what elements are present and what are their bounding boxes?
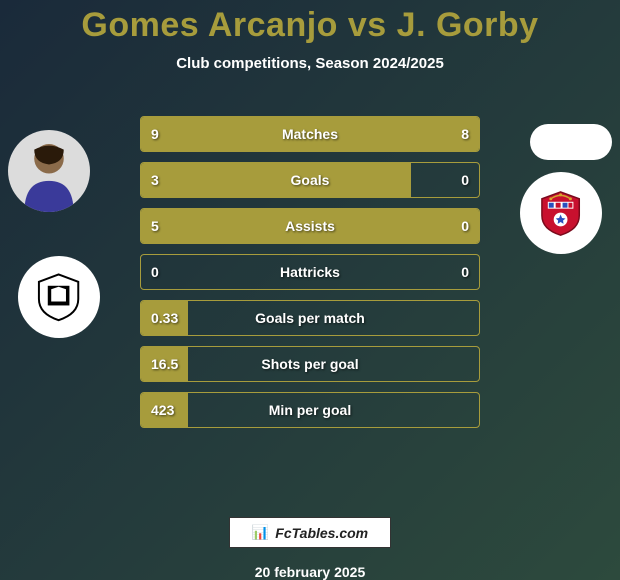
season-subtitle: Club competitions, Season 2024/2025 xyxy=(176,55,444,72)
stat-row: 16.5Shots per goal xyxy=(140,346,480,382)
shield-icon xyxy=(536,188,585,237)
stat-row: 9Matches8 xyxy=(140,116,480,152)
brand-badge[interactable]: 📊 FcTables.com xyxy=(229,517,391,548)
chart-icon: 📊 xyxy=(252,524,269,541)
right-club-crest xyxy=(520,172,602,254)
stat-label: Min per goal xyxy=(141,402,479,418)
stat-value-right: 0 xyxy=(461,172,469,188)
stat-label: Matches xyxy=(141,126,479,142)
date-label: 20 february 2025 xyxy=(255,564,366,580)
page-title: Gomes Arcanjo vs J. Gorby xyxy=(81,6,538,45)
stat-row: 0Hattricks0 xyxy=(140,254,480,290)
stat-value-right: 8 xyxy=(461,126,469,142)
stat-value-right: 0 xyxy=(461,218,469,234)
comparison-card: Gomes Arcanjo vs J. Gorby Club competiti… xyxy=(0,0,620,580)
stats-area: 9Matches83Goals05Assists00Hattricks00.33… xyxy=(0,102,620,179)
stat-row: 5Assists0 xyxy=(140,208,480,244)
stat-rows: 9Matches83Goals05Assists00Hattricks00.33… xyxy=(140,116,480,428)
shield-icon xyxy=(34,272,83,321)
person-icon xyxy=(8,130,90,212)
stat-row: 0.33Goals per match xyxy=(140,300,480,336)
stat-row: 423Min per goal xyxy=(140,392,480,428)
stat-value-right: 0 xyxy=(461,264,469,280)
right-player-avatar xyxy=(530,124,612,160)
stat-row: 3Goals0 xyxy=(140,162,480,198)
stat-label: Goals per match xyxy=(141,310,479,326)
stat-label: Goals xyxy=(141,172,479,188)
stat-label: Shots per goal xyxy=(141,356,479,372)
left-club-crest xyxy=(18,256,100,338)
stat-label: Assists xyxy=(141,218,479,234)
stat-label: Hattricks xyxy=(141,264,479,280)
left-player-avatar xyxy=(8,130,90,212)
brand-text: FcTables.com xyxy=(275,525,368,541)
